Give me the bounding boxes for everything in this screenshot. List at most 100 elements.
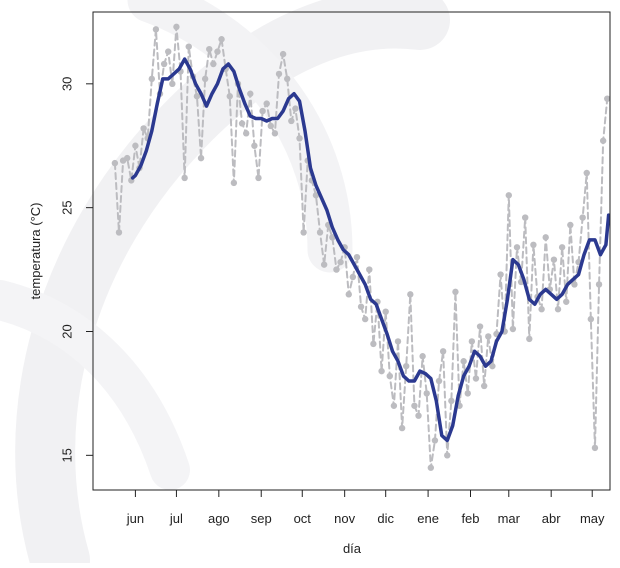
plot-area <box>112 24 611 471</box>
data-point <box>300 229 306 235</box>
data-point <box>132 143 138 149</box>
data-point <box>596 281 602 287</box>
data-point <box>477 323 483 329</box>
data-point <box>358 304 364 310</box>
data-point <box>543 234 549 240</box>
data-point <box>510 326 516 332</box>
data-point <box>231 180 237 186</box>
data-point <box>382 308 388 314</box>
data-point <box>210 61 216 67</box>
data-point <box>465 390 471 396</box>
x-tick-label: jun <box>126 511 144 526</box>
data-point <box>276 71 282 77</box>
y-tick-label: 30 <box>59 77 74 91</box>
data-point <box>243 130 249 136</box>
data-point <box>481 383 487 389</box>
data-point <box>551 256 557 262</box>
data-point <box>321 261 327 267</box>
data-point <box>387 373 393 379</box>
data-point <box>173 24 179 30</box>
data-point <box>206 46 212 52</box>
data-point <box>460 358 466 364</box>
data-point <box>538 306 544 312</box>
data-point <box>588 316 594 322</box>
x-tick-label: abr <box>542 511 561 526</box>
data-point <box>378 368 384 374</box>
data-point <box>444 452 450 458</box>
data-point <box>362 316 368 322</box>
data-point <box>399 425 405 431</box>
data-point <box>264 100 270 106</box>
data-point <box>391 403 397 409</box>
data-point <box>169 81 175 87</box>
data-point <box>288 118 294 124</box>
data-point <box>555 306 561 312</box>
x-tick-label: mar <box>498 511 521 526</box>
y-axis-label: temperatura (°C) <box>28 203 43 300</box>
x-tick-label: feb <box>461 511 479 526</box>
data-point <box>247 91 253 97</box>
data-point <box>198 155 204 161</box>
data-point <box>202 76 208 82</box>
data-point <box>161 61 167 67</box>
data-point <box>415 412 421 418</box>
data-point <box>140 125 146 131</box>
data-point <box>584 170 590 176</box>
data-point <box>559 244 565 250</box>
data-point <box>522 214 528 220</box>
data-point <box>452 289 458 295</box>
data-point <box>354 254 360 260</box>
data-point <box>514 244 520 250</box>
data-point <box>567 222 573 228</box>
data-point <box>448 398 454 404</box>
data-point <box>440 348 446 354</box>
data-point <box>284 76 290 82</box>
data-point <box>153 26 159 32</box>
data-point <box>227 93 233 99</box>
data-point <box>296 135 302 141</box>
data-point <box>186 43 192 49</box>
data-point <box>403 363 409 369</box>
chart: día temperatura (°C) 15202530junjulagose… <box>0 0 620 563</box>
data-point <box>346 291 352 297</box>
data-point <box>592 445 598 451</box>
watermark-arc <box>45 18 420 560</box>
data-point <box>116 229 122 235</box>
data-point <box>411 403 417 409</box>
y-tick-label: 25 <box>59 200 74 214</box>
data-point <box>579 214 585 220</box>
data-point <box>280 51 286 57</box>
data-point <box>370 341 376 347</box>
data-point <box>124 155 130 161</box>
y-tick-label: 15 <box>59 448 74 462</box>
x-tick-label: may <box>580 511 605 526</box>
data-point <box>424 390 430 396</box>
data-point <box>350 274 356 280</box>
data-point <box>251 143 257 149</box>
data-point <box>526 336 532 342</box>
data-point <box>317 229 323 235</box>
data-point <box>214 48 220 54</box>
data-point <box>485 333 491 339</box>
data-point <box>268 123 274 129</box>
x-tick-label: dic <box>377 511 394 526</box>
data-point <box>149 76 155 82</box>
data-point <box>218 36 224 42</box>
data-point <box>432 437 438 443</box>
data-point <box>165 48 171 54</box>
data-point <box>337 259 343 265</box>
data-point <box>530 242 536 248</box>
data-point <box>333 266 339 272</box>
data-point <box>473 375 479 381</box>
x-axis-label: día <box>343 541 362 556</box>
data-point <box>259 108 265 114</box>
data-point <box>436 378 442 384</box>
y-tick-label: 20 <box>59 324 74 338</box>
data-point <box>181 175 187 181</box>
data-point <box>600 138 606 144</box>
x-tick-label: sep <box>251 511 272 526</box>
data-point <box>239 120 245 126</box>
data-point <box>497 271 503 277</box>
data-point <box>407 291 413 297</box>
x-tick-label: oct <box>294 511 312 526</box>
